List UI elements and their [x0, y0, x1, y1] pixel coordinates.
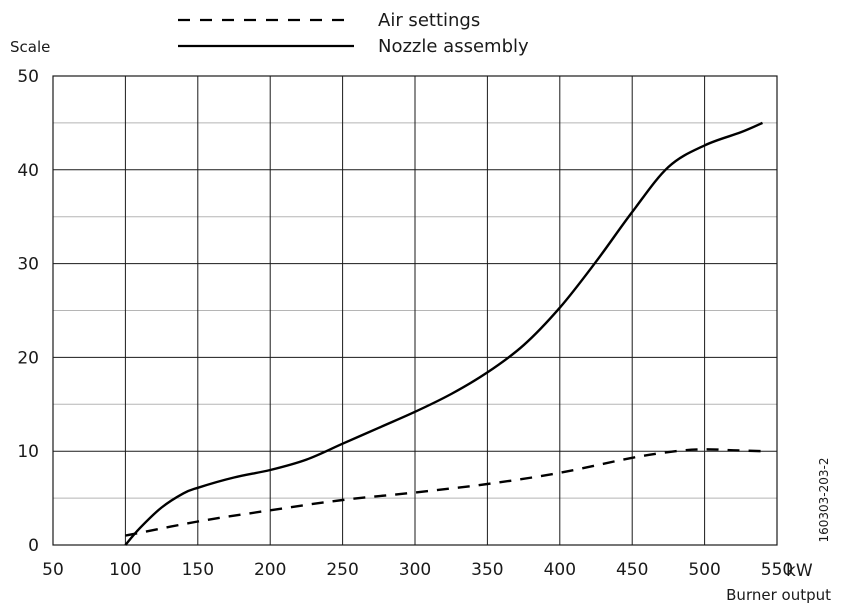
y-axis-title: Scale	[10, 38, 50, 56]
y-axis-tick-labels: 0 10 20 30 40 50	[17, 67, 39, 556]
x-tick-label: 550	[761, 560, 793, 580]
x-tick-label: 200	[254, 560, 286, 580]
x-tick-label: 300	[399, 560, 431, 580]
y-tick-label: 30	[17, 255, 39, 275]
x-tick-label: 350	[471, 560, 503, 580]
plot-area-frame	[52, 75, 778, 546]
x-tick-label: 50	[42, 560, 64, 580]
x-tick-label: 100	[109, 560, 141, 580]
x-tick-label: 250	[326, 560, 358, 580]
x-tick-label: 400	[544, 560, 576, 580]
x-axis-unit: kW	[786, 561, 813, 581]
x-tick-label: 500	[688, 560, 720, 580]
x-tick-label: 450	[616, 560, 648, 580]
y-tick-label: 10	[17, 442, 39, 462]
y-tick-label: 20	[17, 348, 39, 368]
x-axis-tick-labels: 50 100 150 200 250 300 350 400 450 500 550	[42, 560, 793, 580]
series-line-nozzle-assembly	[124, 121, 763, 546]
x-tick-label: 150	[182, 560, 214, 580]
figure-id-label: 160303-203-2	[817, 457, 831, 542]
y-tick-label: 40	[17, 161, 39, 181]
legend-label-nozzle-assembly: Nozzle assembly	[378, 36, 529, 57]
major-gridlines	[53, 76, 777, 545]
series-line-air-settings	[125, 448, 763, 537]
y-tick-label: 0	[28, 536, 39, 556]
y-tick-label: 50	[17, 67, 39, 87]
series-layer	[124, 121, 763, 546]
x-axis-title: Burner output	[726, 586, 831, 604]
legend-label-air-settings: Air settings	[378, 10, 480, 31]
legend: Air settings Nozzle assembly	[178, 10, 529, 57]
